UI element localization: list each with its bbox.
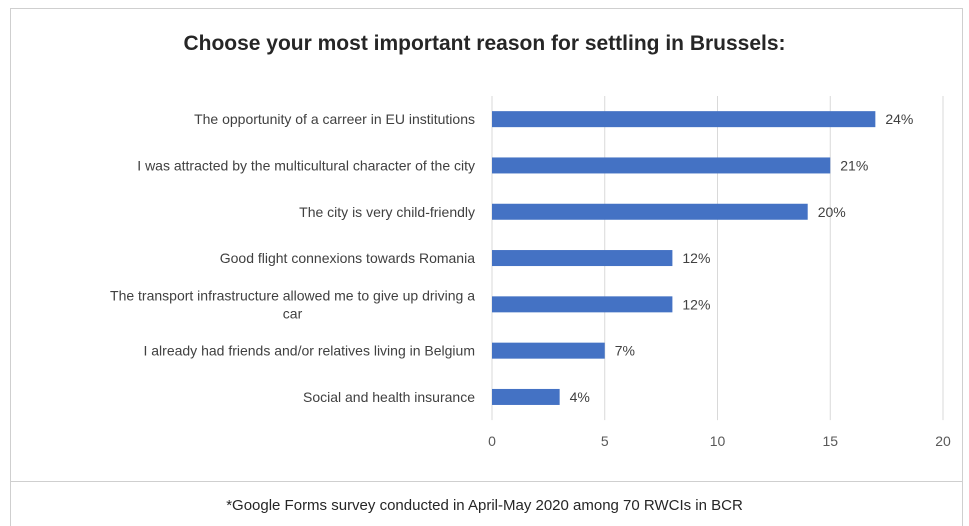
data-label: 21% [840,157,868,173]
category-label: The opportunity of a carreer in EU insti… [194,111,475,127]
bar [492,296,673,313]
footnote: *Google Forms survey conducted in April-… [226,497,743,514]
chart-title: Choose your most important reason for se… [183,32,786,55]
x-tick-label: 20 [935,433,951,449]
category-label: Social and health insurance [303,389,475,405]
data-label: 7% [615,343,635,359]
x-tick-label: 0 [488,433,496,449]
data-label: 4% [570,389,590,405]
chart-frame [10,8,963,482]
bar-chart: The opportunity of a carreer in EU insti… [110,96,951,449]
bar [492,342,605,359]
bar [492,111,876,128]
x-tick-label: 15 [822,433,838,449]
category-label: The city is very child-friendly [299,204,475,220]
bars [492,111,876,405]
category-label: I was attracted by the multicultural cha… [137,157,475,173]
data-label: 12% [682,296,710,312]
category-label: The transport infrastructure allowed me … [110,287,475,321]
x-tick-label: 10 [710,433,726,449]
category-label: Good flight connexions towards Romania [220,250,475,266]
footnote-frame [10,482,963,526]
bar [492,157,831,174]
category-label: I already had friends and/or relatives l… [143,343,475,359]
data-label: 20% [818,204,846,220]
data-label: 24% [885,111,913,127]
bar [492,250,673,267]
x-tick-label: 5 [601,433,609,449]
bar [492,203,808,220]
category-labels: The opportunity of a carreer in EU insti… [110,111,475,405]
data-labels: 24% 21% 20% 12% 12% 7% 4% [570,111,914,405]
bar [492,388,560,405]
x-tick-labels: 0 5 10 15 20 [488,433,951,449]
data-label: 12% [682,250,710,266]
